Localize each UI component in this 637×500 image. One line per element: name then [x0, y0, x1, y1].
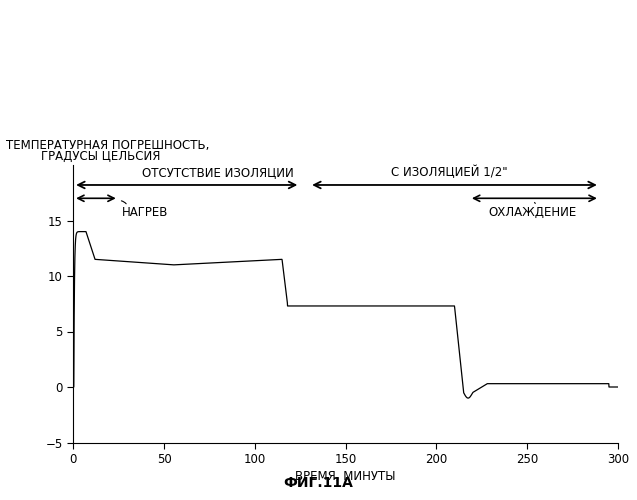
Text: ГРАДУСЫ ЦЕЛЬСИЯ: ГРАДУСЫ ЦЕЛЬСИЯ — [41, 150, 161, 162]
X-axis label: ВРЕМЯ, МИНУТЫ: ВРЕМЯ, МИНУТЫ — [296, 470, 396, 483]
Text: НАГРЕВ: НАГРЕВ — [122, 206, 169, 219]
Text: ОХЛАЖДЕНИЕ: ОХЛАЖДЕНИЕ — [489, 206, 576, 219]
Text: ФИГ.11А: ФИГ.11А — [283, 476, 354, 490]
Text: ТЕМПЕРАТУРНАЯ ПОГРЕШНОСТЬ,: ТЕМПЕРАТУРНАЯ ПОГРЕШНОСТЬ, — [6, 140, 210, 152]
Text: ОТСУТСТВИЕ ИЗОЛЯЦИИ: ОТСУТСТВИЕ ИЗОЛЯЦИИ — [142, 166, 294, 179]
Text: С ИЗОЛЯЦИЕЙ 1/2": С ИЗОЛЯЦИЕЙ 1/2" — [391, 166, 508, 179]
